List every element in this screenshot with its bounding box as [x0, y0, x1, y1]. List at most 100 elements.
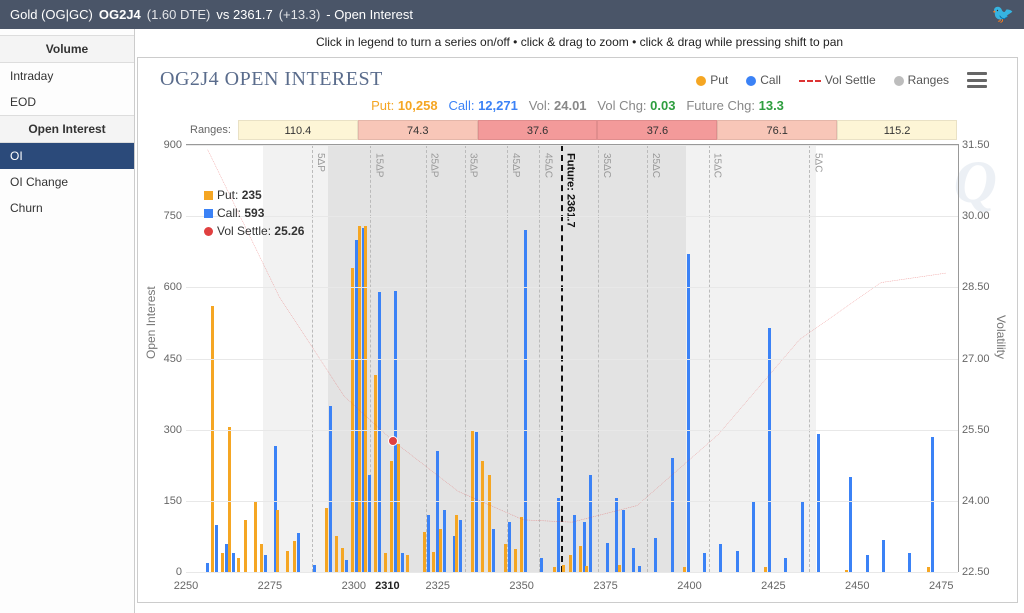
- bar-call[interactable]: [632, 548, 635, 572]
- delta-label: 45ΔP: [510, 153, 521, 177]
- bar-call[interactable]: [849, 477, 852, 572]
- sidebar-item-oi[interactable]: OI: [0, 143, 134, 169]
- bar-call[interactable]: [232, 553, 235, 572]
- xtick: 2275: [258, 580, 282, 592]
- xtick: 2350: [509, 580, 533, 592]
- ytick-right: 25.50: [962, 424, 1004, 436]
- bar-call[interactable]: [329, 406, 332, 572]
- sidebar-item-oi-change[interactable]: OI Change: [0, 169, 134, 195]
- bar-call[interactable]: [589, 475, 592, 572]
- bar-put[interactable]: [406, 555, 409, 572]
- bar-call[interactable]: [264, 555, 267, 572]
- hover-tooltip: Put: 235 Call: 593 Vol Settle: 25.26: [204, 186, 304, 240]
- sidebar-item-intraday[interactable]: Intraday: [0, 63, 134, 89]
- bar-put[interactable]: [397, 444, 400, 572]
- bar-call[interactable]: [401, 553, 404, 572]
- twitter-icon[interactable]: 🐦: [992, 4, 1014, 25]
- bar-put[interactable]: [390, 461, 393, 572]
- bar-call[interactable]: [459, 520, 462, 572]
- ytick-left: 300: [146, 424, 182, 436]
- bar-put[interactable]: [432, 552, 435, 572]
- bar-call[interactable]: [508, 522, 511, 572]
- bar-put[interactable]: [211, 306, 214, 572]
- bar-call[interactable]: [475, 432, 478, 572]
- legend-call[interactable]: Call: [746, 73, 781, 87]
- bar-call[interactable]: [492, 529, 495, 572]
- chart-menu-icon[interactable]: [967, 72, 987, 88]
- bar-put[interactable]: [276, 510, 279, 572]
- y-axis-left-title: Open Interest: [144, 286, 158, 359]
- bar-call[interactable]: [368, 475, 371, 572]
- bar-call[interactable]: [908, 553, 911, 572]
- legend-put[interactable]: Put: [696, 73, 728, 87]
- header-symbol: OG2J4: [99, 7, 141, 22]
- bar-call[interactable]: [443, 510, 446, 572]
- bar-put[interactable]: [351, 268, 354, 572]
- bar-call[interactable]: [817, 434, 820, 572]
- bar-put[interactable]: [335, 536, 338, 572]
- bar-call[interactable]: [573, 515, 576, 572]
- bar-call[interactable]: [378, 292, 381, 572]
- bar-call[interactable]: [427, 515, 430, 572]
- bar-call[interactable]: [736, 551, 739, 572]
- bar-call[interactable]: [206, 563, 209, 572]
- range-cell: 110.4: [238, 120, 358, 140]
- bar-put[interactable]: [341, 548, 344, 572]
- bar-call[interactable]: [615, 498, 618, 572]
- bar-put[interactable]: [514, 549, 517, 572]
- bar-put[interactable]: [374, 375, 377, 572]
- bar-call[interactable]: [654, 538, 657, 572]
- bar-put[interactable]: [364, 226, 367, 572]
- bar-call[interactable]: [882, 540, 885, 572]
- bar-put[interactable]: [562, 565, 565, 572]
- bar-call[interactable]: [622, 510, 625, 572]
- bar-call[interactable]: [540, 558, 543, 572]
- bar-put[interactable]: [439, 529, 442, 572]
- bar-call[interactable]: [345, 560, 348, 572]
- bar-put[interactable]: [520, 517, 523, 572]
- bar-call[interactable]: [719, 544, 722, 572]
- bar-put[interactable]: [481, 461, 484, 572]
- bar-call[interactable]: [524, 230, 527, 572]
- bar-put[interactable]: [244, 520, 247, 572]
- bar-put[interactable]: [579, 546, 582, 572]
- bar-put[interactable]: [384, 553, 387, 572]
- bar-call[interactable]: [703, 553, 706, 572]
- bar-put[interactable]: [325, 508, 328, 572]
- bar-put[interactable]: [260, 544, 263, 572]
- bar-put[interactable]: [504, 544, 507, 572]
- bar-call[interactable]: [687, 254, 690, 572]
- bar-put[interactable]: [221, 553, 224, 572]
- bar-put[interactable]: [237, 558, 240, 572]
- bar-call[interactable]: [215, 525, 218, 572]
- bar-put[interactable]: [488, 475, 491, 572]
- bar-call[interactable]: [557, 498, 560, 572]
- bar-call[interactable]: [784, 558, 787, 572]
- bar-put[interactable]: [455, 515, 458, 572]
- bar-call[interactable]: [606, 543, 609, 572]
- bar-call[interactable]: [671, 458, 674, 572]
- sidebar-item-eod[interactable]: EOD: [0, 89, 134, 115]
- bar-call[interactable]: [931, 437, 934, 572]
- legend-vol[interactable]: Vol Settle: [799, 73, 876, 87]
- legend: Put Call Vol Settle Ranges: [696, 72, 987, 88]
- bar-put[interactable]: [254, 501, 257, 572]
- bar-call[interactable]: [752, 501, 755, 572]
- xtick: 2425: [761, 580, 785, 592]
- bar-call[interactable]: [866, 555, 869, 572]
- bar-call[interactable]: [801, 502, 804, 572]
- legend-ranges[interactable]: Ranges: [894, 73, 949, 87]
- bar-call[interactable]: [583, 522, 586, 572]
- sidebar-item-churn[interactable]: Churn: [0, 195, 134, 221]
- xtick: 2250: [174, 580, 198, 592]
- bar-put[interactable]: [358, 226, 361, 572]
- bar-call[interactable]: [297, 533, 300, 572]
- bar-put[interactable]: [293, 541, 296, 572]
- bar-call[interactable]: [313, 565, 316, 572]
- bar-put[interactable]: [228, 427, 231, 572]
- bar-put[interactable]: [423, 532, 426, 572]
- bar-call[interactable]: [768, 328, 771, 572]
- bar-put[interactable]: [286, 551, 289, 572]
- bar-put[interactable]: [618, 565, 621, 572]
- bar-put[interactable]: [569, 555, 572, 572]
